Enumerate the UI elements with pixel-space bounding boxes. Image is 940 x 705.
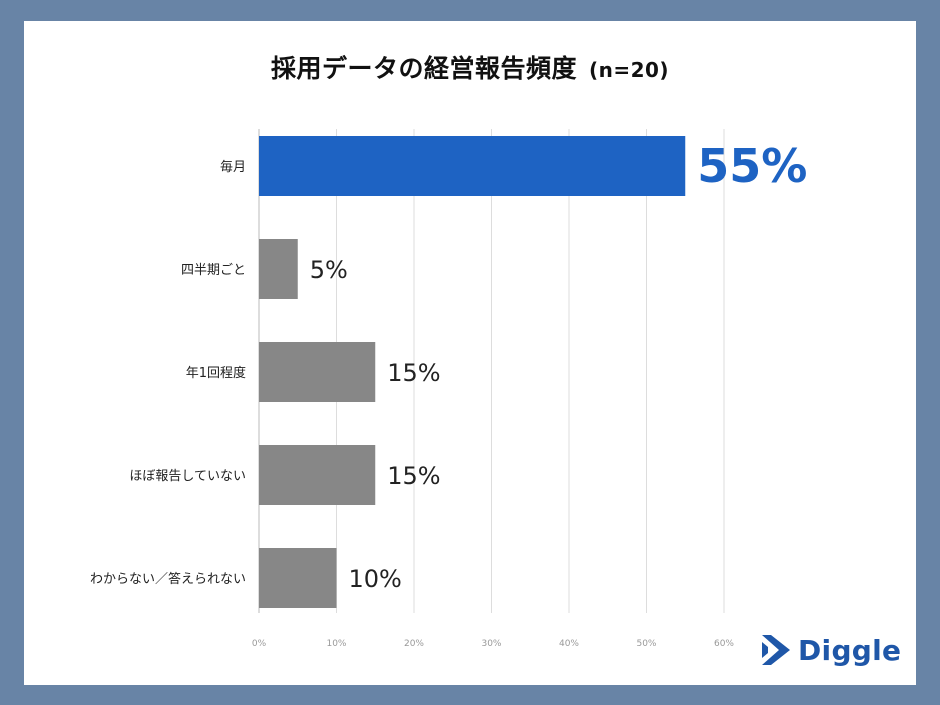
chart-subtitle: (n=20) — [588, 58, 670, 82]
bar — [259, 239, 298, 299]
x-tick-label: 60% — [714, 639, 734, 649]
chart-title-text: 採用データの経営報告頻度 — [270, 54, 577, 83]
category-label: 毎月 — [220, 159, 246, 175]
category-label: わからない／答えられない — [90, 571, 246, 587]
x-tick-label: 0% — [252, 639, 267, 649]
x-tick-label: 50% — [636, 639, 656, 649]
category-label: ほぼ報告していない — [129, 469, 246, 484]
value-label: 15% — [387, 462, 440, 490]
x-tick-label: 20% — [404, 639, 424, 649]
x-tick-label: 40% — [559, 639, 579, 649]
value-label: 55% — [697, 139, 807, 193]
diggle-logo-icon — [762, 635, 790, 665]
brand-name: Diggle — [798, 633, 902, 667]
value-label: 15% — [387, 359, 440, 387]
bar — [259, 548, 337, 608]
chart-title: 採用データの経営報告頻度 (n=20) — [24, 49, 916, 85]
bar-chart: 0% 10% 20% 30% 40% 50% 60% 毎月 55% 四半期ごと 5% 年1回程度 15%… — [90, 129, 807, 649]
bar — [259, 445, 376, 505]
x-tick-label: 30% — [481, 639, 501, 649]
bar — [259, 136, 686, 196]
value-label: 5% — [310, 256, 348, 284]
value-label: 10% — [349, 565, 402, 593]
brand-logo: Diggle — [760, 633, 901, 667]
category-label: 四半期ごと — [181, 262, 246, 278]
bar — [259, 342, 376, 402]
chart-card: 採用データの経営報告頻度 (n=20) 0% 10% 20% 30% 40% 50% 60% 毎… — [24, 21, 916, 685]
x-tick-label: 10% — [326, 639, 346, 649]
category-label: 年1回程度 — [186, 365, 246, 381]
